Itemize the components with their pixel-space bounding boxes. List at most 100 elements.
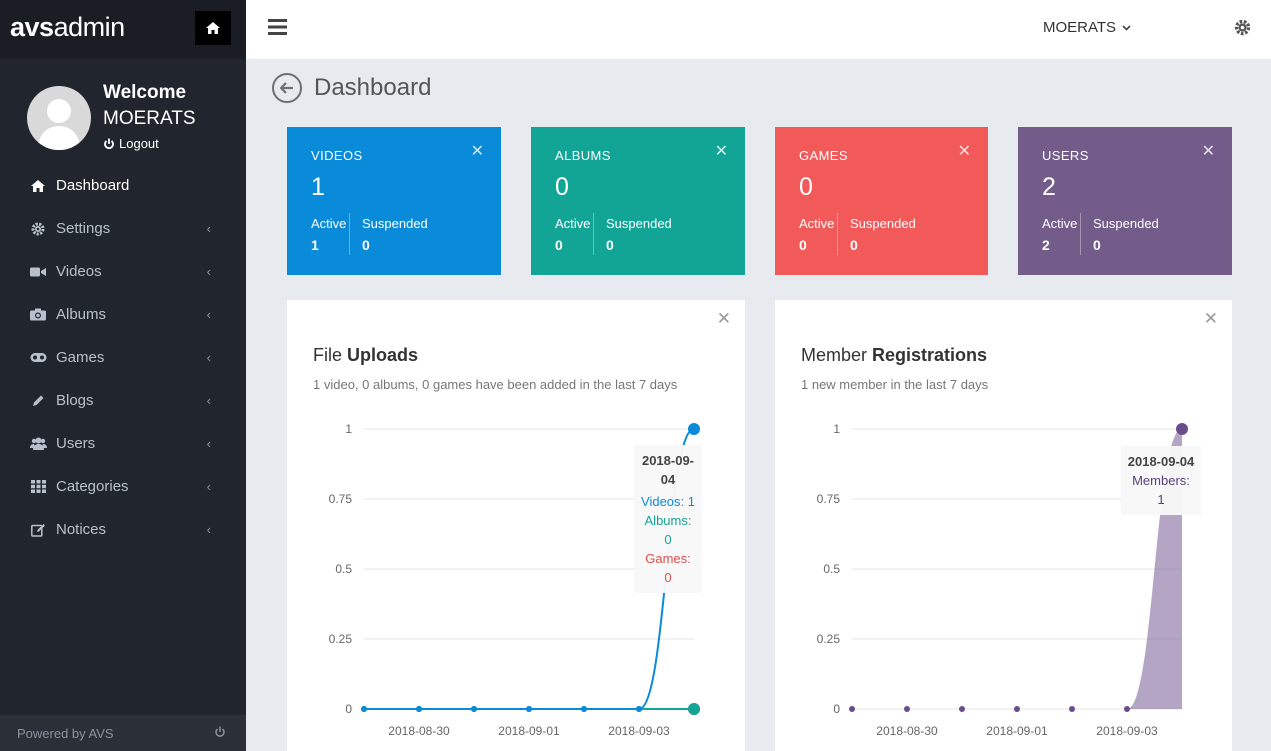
data-point [1069, 706, 1075, 712]
data-point [1014, 706, 1020, 712]
stat-active: Active 2 [1042, 216, 1078, 253]
welcome-text: Welcome [103, 82, 187, 103]
sidebar-item-users[interactable]: Users ‹ [0, 422, 246, 465]
y-tick-label: 0 [345, 702, 352, 716]
y-tick-label: 0.25 [817, 632, 841, 646]
series-line [364, 428, 695, 710]
data-point [361, 706, 367, 712]
brand-logo[interactable]: avsadmin [10, 12, 125, 42]
stat-label: VIDEOS [311, 148, 363, 163]
sidebar-item-dashboard[interactable]: Dashboard [0, 164, 246, 207]
sidebar-item-label: Albums [56, 306, 107, 323]
logout-link[interactable]: Logout [103, 136, 159, 151]
stat-count: 1 [311, 173, 325, 201]
y-tick-label: 0.5 [335, 562, 352, 576]
menu-toggle-button[interactable] [268, 19, 287, 40]
chevron-left-icon: ‹ [206, 393, 211, 408]
close-icon[interactable]: ✕ [957, 143, 971, 160]
stat-label: ALBUMS [555, 148, 611, 163]
y-tick-label: 0.75 [817, 492, 841, 506]
data-point [581, 706, 587, 712]
panel-title: Member Registrations [801, 345, 988, 365]
stat-card-users: USERS ✕ 2 Active 2 Suspended 0 [1018, 127, 1232, 275]
data-point [849, 706, 855, 712]
sidebar-item-label: Videos [56, 263, 102, 280]
camera-icon [29, 307, 47, 323]
close-icon[interactable]: ✕ [714, 143, 728, 160]
home-icon [206, 22, 220, 34]
sidebar-item-blogs[interactable]: Blogs ‹ [0, 379, 246, 422]
grid-icon [29, 479, 47, 495]
panel-subtitle: 1 new member in the last 7 days [801, 377, 989, 392]
chart-tooltip: 2018-09-04 Members: 1 [1121, 446, 1201, 515]
arrow-left-icon [280, 82, 293, 94]
stat-suspended: Suspended 0 [349, 213, 428, 255]
home-button[interactable] [195, 11, 231, 45]
chevron-left-icon: ‹ [206, 264, 211, 279]
gamepad-icon [29, 350, 47, 366]
x-tick-label: 2018-08-30 [876, 724, 938, 738]
video-camera-icon [29, 264, 47, 280]
y-tick-label: 0.5 [823, 562, 840, 576]
close-icon[interactable]: ✕ [1201, 143, 1215, 160]
close-icon[interactable]: ✕ [1203, 309, 1218, 328]
sidebar-item-label: Dashboard [56, 177, 130, 194]
data-point [688, 703, 700, 715]
sidebar-item-categories[interactable]: Categories ‹ [0, 465, 246, 508]
avatar [27, 86, 91, 150]
chevron-left-icon: ‹ [206, 436, 211, 451]
sidebar-item-label: Settings [56, 220, 111, 237]
stat-suspended: Suspended 0 [1080, 213, 1159, 255]
pencil-icon [29, 393, 47, 409]
member-registrations-chart[interactable]: 0 0.25 0.5 0.75 1 2018-08-30 2018-09-01 2018-09… [775, 300, 1232, 751]
sidebar-item-videos[interactable]: Videos ‹ [0, 250, 246, 293]
sidebar-item-albums[interactable]: Albums ‹ [0, 293, 246, 336]
power-icon [104, 138, 114, 149]
user-menu-label: MOERATS [1043, 19, 1117, 36]
sidebar-item-label: Blogs [56, 392, 94, 409]
stat-card-videos: VIDEOS ✕ 1 Active 1 Suspended 0 [287, 127, 501, 275]
stat-active: Active 0 [555, 216, 591, 253]
user-panel: Welcome MOERATS Logout [0, 80, 246, 160]
series-area [852, 429, 1182, 709]
sidebar-item-settings[interactable]: Settings ‹ [0, 207, 246, 250]
sidebar-footer: Powered by AVS [0, 715, 246, 751]
file-uploads-panel: ✕ File Uploads 1 video, 0 albums, 0 game… [287, 300, 745, 751]
edit-icon [29, 522, 47, 538]
x-tick-label: 2018-09-01 [986, 724, 1048, 738]
data-point [636, 706, 642, 712]
chevron-left-icon: ‹ [206, 522, 211, 537]
chevron-left-icon: ‹ [206, 221, 211, 236]
data-point [1176, 423, 1188, 435]
powered-by-text: Powered by AVS [17, 725, 114, 741]
back-button[interactable] [272, 73, 302, 103]
chevron-left-icon: ‹ [206, 350, 211, 365]
chevron-left-icon: ‹ [206, 479, 211, 494]
top-navbar: MOERATS [246, 0, 1271, 59]
data-point [904, 706, 910, 712]
chevron-down-icon [1122, 24, 1131, 31]
stat-count: 0 [555, 173, 569, 201]
stat-active: Active 0 [799, 216, 835, 253]
data-point [526, 706, 532, 712]
sidebar-item-label: Games [56, 349, 105, 366]
sidebar-item-notices[interactable]: Notices ‹ [0, 508, 246, 551]
x-tick-label: 2018-09-03 [608, 724, 670, 738]
power-icon[interactable] [214, 726, 226, 741]
gear-icon [29, 221, 47, 237]
settings-button[interactable] [1234, 19, 1251, 41]
x-tick-label: 2018-09-01 [498, 724, 560, 738]
y-tick-label: 1 [833, 422, 840, 436]
sidebar-item-games[interactable]: Games ‹ [0, 336, 246, 379]
data-point [688, 423, 700, 435]
close-icon[interactable]: ✕ [716, 309, 731, 328]
chart-tooltip: 2018-09-04 Videos: 1 Albums: 0 Games: 0 [634, 445, 702, 593]
data-point [959, 706, 965, 712]
page-header: Dashboard [272, 73, 431, 103]
user-silhouette-icon [37, 99, 81, 150]
user-menu-dropdown[interactable]: MOERATS [1043, 19, 1131, 36]
stat-count: 0 [799, 173, 813, 201]
chevron-left-icon: ‹ [206, 307, 211, 322]
close-icon[interactable]: ✕ [470, 143, 484, 160]
page-title: Dashboard [314, 74, 432, 101]
